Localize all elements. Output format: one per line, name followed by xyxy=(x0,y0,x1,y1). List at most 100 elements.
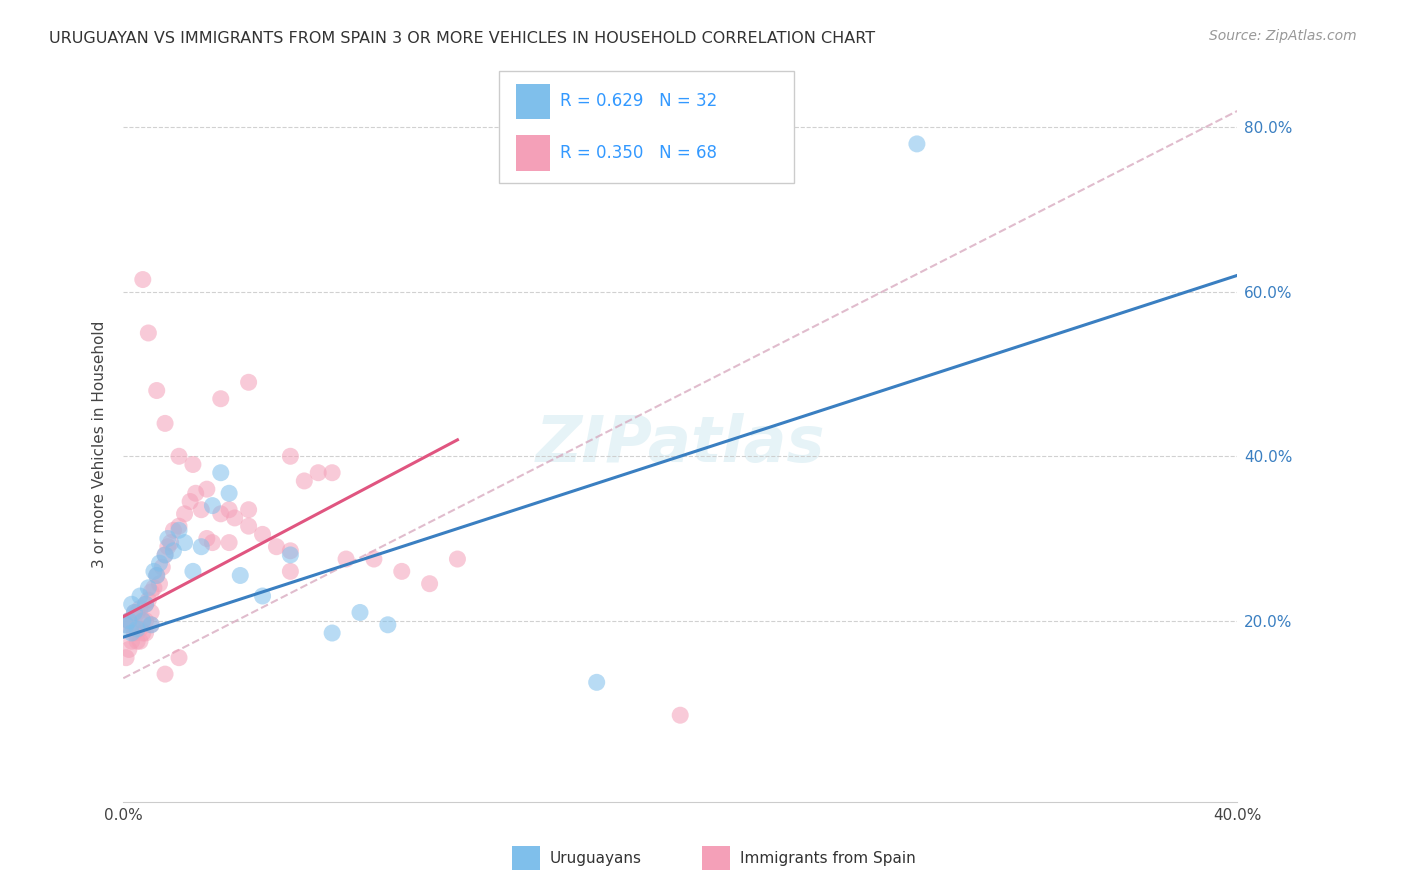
Point xyxy=(138,326,160,340)
Point xyxy=(118,642,141,657)
Point xyxy=(292,474,315,488)
Text: R = 0.350   N = 68: R = 0.350 N = 68 xyxy=(560,144,717,161)
Point xyxy=(132,626,155,640)
Text: URUGUAYAN VS IMMIGRANTS FROM SPAIN 3 OR MORE VEHICLES IN HOUSEHOLD CORRELATION C: URUGUAYAN VS IMMIGRANTS FROM SPAIN 3 OR … xyxy=(49,31,876,46)
Point xyxy=(132,614,155,628)
Point xyxy=(280,450,302,464)
Text: Source: ZipAtlas.com: Source: ZipAtlas.com xyxy=(1209,29,1357,43)
Point xyxy=(585,675,607,690)
Point xyxy=(132,614,155,628)
Point xyxy=(127,622,149,636)
Point xyxy=(145,568,167,582)
Point xyxy=(121,597,143,611)
Point xyxy=(669,708,692,723)
Y-axis label: 3 or more Vehicles in Household: 3 or more Vehicles in Household xyxy=(93,320,107,567)
Point xyxy=(377,617,399,632)
Point xyxy=(195,532,218,546)
Point xyxy=(229,568,252,582)
Point xyxy=(115,617,138,632)
Point xyxy=(201,535,224,549)
Point xyxy=(121,634,143,648)
Point xyxy=(127,634,149,648)
Point xyxy=(184,486,207,500)
Point xyxy=(121,617,143,632)
Point xyxy=(419,576,441,591)
Point xyxy=(321,466,343,480)
Point xyxy=(142,581,165,595)
Text: Uruguayans: Uruguayans xyxy=(550,851,641,865)
Point xyxy=(135,597,157,611)
Text: ZIPatlas: ZIPatlas xyxy=(536,413,825,475)
Point xyxy=(238,502,260,516)
Point xyxy=(129,601,152,615)
Point xyxy=(121,626,143,640)
Point xyxy=(118,614,141,628)
Point xyxy=(159,535,181,549)
Point xyxy=(349,606,371,620)
Point xyxy=(138,593,160,607)
Point xyxy=(238,519,260,533)
Point xyxy=(181,458,204,472)
Point xyxy=(150,560,173,574)
Point xyxy=(218,535,240,549)
Point xyxy=(209,466,232,480)
Point xyxy=(446,552,468,566)
Point xyxy=(129,589,152,603)
Point xyxy=(173,535,195,549)
Point xyxy=(162,544,184,558)
Point xyxy=(141,617,163,632)
Point xyxy=(321,626,343,640)
Point xyxy=(145,384,167,398)
Point xyxy=(124,606,146,620)
Point xyxy=(135,626,157,640)
Point xyxy=(280,548,302,562)
Point xyxy=(905,136,928,151)
Point xyxy=(156,540,179,554)
Point xyxy=(162,523,184,537)
Point xyxy=(129,622,152,636)
Text: Immigrants from Spain: Immigrants from Spain xyxy=(740,851,915,865)
Point xyxy=(135,597,157,611)
Point xyxy=(167,650,190,665)
Point xyxy=(224,511,246,525)
Point xyxy=(124,626,146,640)
Point xyxy=(141,606,163,620)
Point xyxy=(181,565,204,579)
Point xyxy=(115,650,138,665)
Point xyxy=(148,556,170,570)
Point xyxy=(280,565,302,579)
Point xyxy=(153,667,176,681)
Point xyxy=(238,376,260,390)
Point xyxy=(167,519,190,533)
Point xyxy=(153,548,176,562)
Point xyxy=(307,466,329,480)
Point xyxy=(391,565,413,579)
Point xyxy=(148,576,170,591)
Point xyxy=(142,565,165,579)
Point xyxy=(195,482,218,496)
Point xyxy=(135,614,157,628)
Point xyxy=(218,502,240,516)
Point xyxy=(266,540,288,554)
Point xyxy=(209,507,232,521)
Point xyxy=(252,589,274,603)
Point xyxy=(141,617,163,632)
Point xyxy=(127,606,149,620)
Point xyxy=(209,392,232,406)
Point xyxy=(115,617,138,632)
Point xyxy=(167,523,190,537)
Point xyxy=(118,614,141,628)
Point xyxy=(138,581,160,595)
Point xyxy=(167,450,190,464)
Point xyxy=(179,494,201,508)
Point xyxy=(124,606,146,620)
Point xyxy=(190,502,212,516)
Point xyxy=(141,585,163,599)
Point xyxy=(201,499,224,513)
Point xyxy=(156,532,179,546)
Point xyxy=(335,552,357,566)
Point xyxy=(145,568,167,582)
Point xyxy=(129,634,152,648)
Point xyxy=(190,540,212,554)
Point xyxy=(363,552,385,566)
